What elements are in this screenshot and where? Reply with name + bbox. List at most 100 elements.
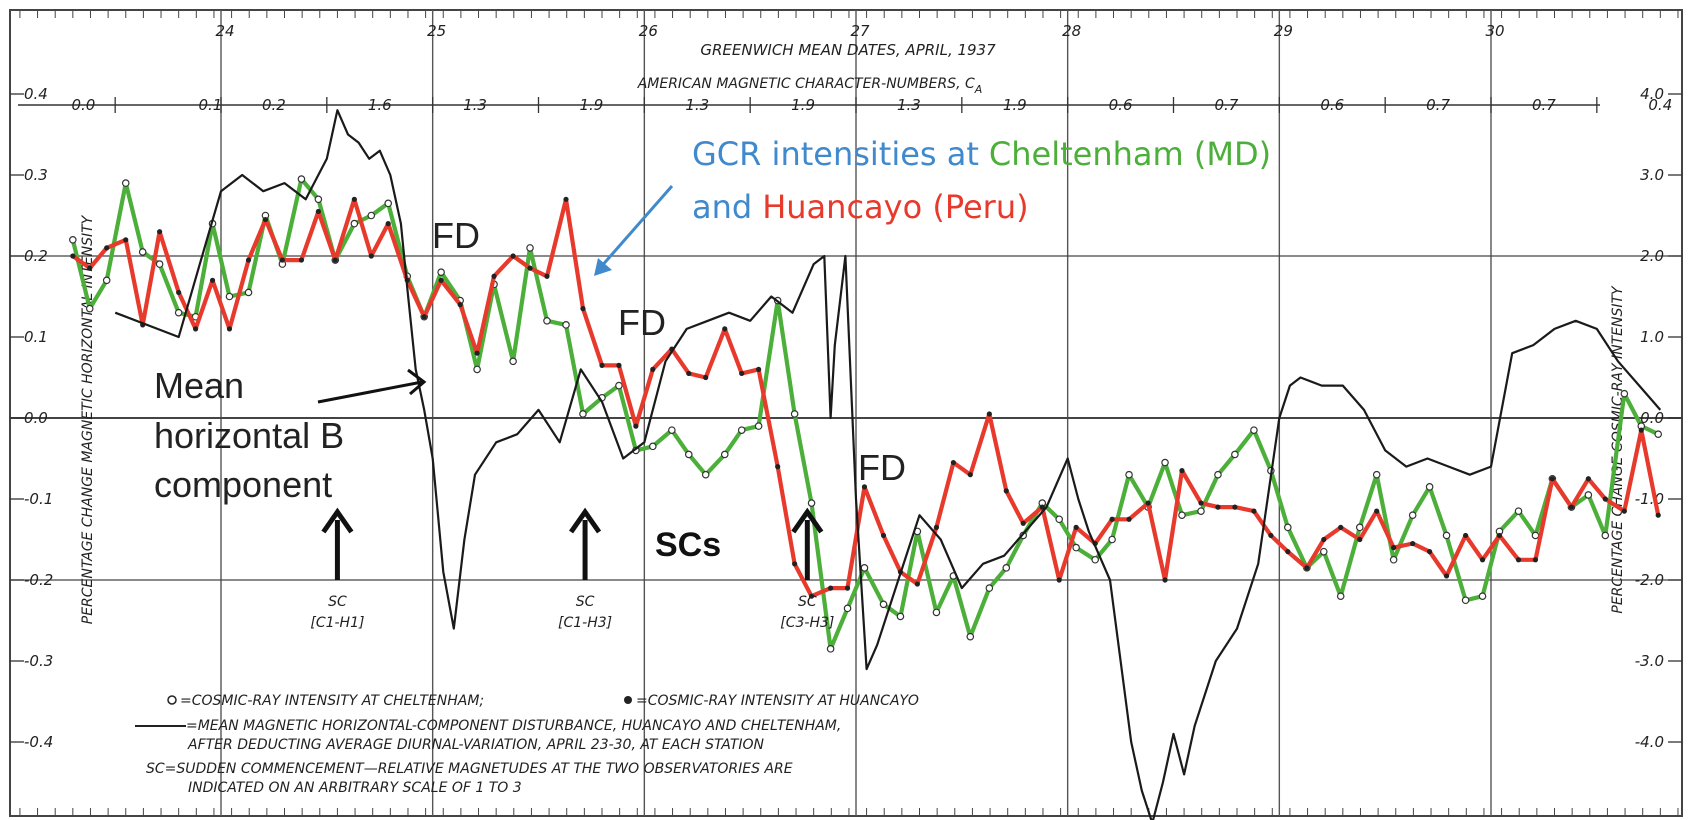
huancayo-point xyxy=(457,302,463,308)
left-tick-label: 0.3 xyxy=(24,166,48,184)
cheltenham-point xyxy=(807,499,816,507)
sc-arrowhead-icon xyxy=(569,507,602,534)
cheltenham-point xyxy=(879,600,888,609)
huancayo-point xyxy=(104,245,110,251)
right-tick-label: -4.0 xyxy=(1635,733,1664,751)
huancayo-point xyxy=(1638,427,1644,433)
huancayo-point xyxy=(123,237,129,243)
huancayo-point xyxy=(1003,488,1009,494)
gcr-annotation-line1: GCR intensities at Cheltenham (MD) xyxy=(692,135,1271,173)
huancayo-point xyxy=(209,277,216,283)
left-tick-label: -0.2 xyxy=(24,571,53,589)
cheltenham-point xyxy=(138,248,147,256)
cheltenham-point xyxy=(1108,535,1116,544)
huancayo-point xyxy=(1039,504,1045,510)
character-number: 0.1 xyxy=(198,96,222,114)
huancayo-point xyxy=(491,273,497,279)
legend-magnetic-2: AFTER DEDUCTING AVERAGE DIURNAL-VARIATIO… xyxy=(187,737,765,753)
huancayo-point xyxy=(1496,532,1503,539)
cheltenham-point xyxy=(384,199,393,208)
huancayo-point xyxy=(226,326,233,332)
cheltenham-point xyxy=(1197,507,1205,515)
huancayo-point xyxy=(967,472,973,478)
series-line-mean-horizontal-b-component xyxy=(114,109,1662,820)
character-number: 0.0 xyxy=(71,96,95,114)
huancayo-point xyxy=(1126,516,1132,522)
right-tick-label: 1.0 xyxy=(1640,328,1664,346)
left-tick-label: -0.1 xyxy=(24,490,53,508)
huancayo-point xyxy=(1304,565,1310,571)
right-tick-label: -1.0 xyxy=(1635,490,1664,508)
cheltenham-point xyxy=(69,236,77,244)
left-tick-label: 0.4 xyxy=(24,85,48,103)
right-tick-label: -2.0 xyxy=(1635,571,1664,589)
huancayo-point xyxy=(262,216,269,223)
huancayo-point xyxy=(1285,549,1291,555)
cheltenham-point xyxy=(1478,592,1487,601)
cheltenham-point xyxy=(615,381,623,390)
cheltenham-point xyxy=(473,365,481,374)
huancayo-point xyxy=(599,362,605,368)
huancayo-point xyxy=(421,314,427,320)
cheltenham-point xyxy=(896,612,905,621)
huancayo-point xyxy=(1357,536,1363,543)
gcr-text-green: Cheltenham (MD) xyxy=(989,135,1271,173)
cheltenham-point xyxy=(1072,543,1080,552)
right-tick-label: 0.0 xyxy=(1640,409,1664,427)
huancayo-point xyxy=(650,366,656,372)
gcr-text-and: and xyxy=(692,188,752,226)
huancayo-point xyxy=(1251,508,1257,514)
huancayo-point xyxy=(368,253,374,259)
legend-open-marker xyxy=(167,695,177,705)
huancayo-point xyxy=(1109,516,1115,522)
cheltenham-point xyxy=(701,470,710,479)
huancayo-point xyxy=(1374,508,1380,514)
character-number: 1.6 xyxy=(368,96,392,114)
sc-bracket-label: [C1-H1] xyxy=(310,615,364,631)
cheltenham-point xyxy=(1389,555,1398,564)
legend-filled-marker xyxy=(624,696,632,704)
cheltenham-point xyxy=(1284,523,1292,532)
huancayo-point xyxy=(527,265,533,271)
cheltenham-point xyxy=(1002,564,1011,572)
right-axis: 4.0 3.0 2.0 1.0 0.0 -1.0 -2.0 -3.0 -4.0 xyxy=(1635,85,1682,751)
cheltenham-point xyxy=(121,179,130,187)
x-tick-label: 29 xyxy=(1274,22,1293,40)
left-axis-label: PERCENTAGE CHANGE MAGNETIC HORIZONTAL IN… xyxy=(80,214,96,624)
character-number: 0.7 xyxy=(1426,96,1450,114)
huancayo-point xyxy=(633,423,639,429)
fd-label-3: FD xyxy=(858,447,906,488)
huancayo-point xyxy=(950,459,956,466)
series-line-huancayo-peru xyxy=(71,197,1661,599)
cheltenham-point xyxy=(225,292,234,301)
sc-label: SC xyxy=(798,594,817,610)
right-tick-label: -3.0 xyxy=(1635,652,1664,670)
mean-b-line3: component xyxy=(154,464,332,505)
huancayo-point xyxy=(1162,577,1168,583)
huancayo-point xyxy=(722,326,728,332)
cheltenham-point xyxy=(367,211,376,220)
cheltenham-point xyxy=(754,422,763,430)
huancayo-point xyxy=(1179,468,1185,474)
huancayo-point xyxy=(438,277,444,283)
legend-cheltenham: =COSMIC-RAY INTENSITY AT CHELTENHAM; xyxy=(180,693,484,709)
huancayo-point xyxy=(775,464,781,470)
cheltenham-point xyxy=(684,450,693,459)
huancayo-point xyxy=(686,370,692,377)
legend-sc: SC=SUDDEN COMMENCEMENT—RELATIVE MAGNETUD… xyxy=(146,761,793,777)
cheltenham-point xyxy=(648,442,657,451)
cheltenham-point xyxy=(985,584,994,592)
cheltenham-point xyxy=(1091,555,1099,564)
fd-label-1: FD xyxy=(432,215,480,256)
huancayo-point xyxy=(1232,504,1238,510)
huancayo-point xyxy=(1602,496,1608,502)
huancayo-point xyxy=(70,253,76,259)
character-number: 1.3 xyxy=(463,96,487,114)
cheltenham-point xyxy=(509,357,517,366)
left-axis: 0.4 0.3 0.2 0.1 0.0 -0.1 -0.2 -0.3 -0.4 xyxy=(10,85,53,751)
huancayo-point xyxy=(1621,508,1627,514)
cheltenham-point xyxy=(1601,531,1610,540)
cheltenham-point xyxy=(1355,523,1364,532)
character-number: 1.9 xyxy=(791,96,815,114)
left-tick-label: -0.3 xyxy=(24,652,53,670)
